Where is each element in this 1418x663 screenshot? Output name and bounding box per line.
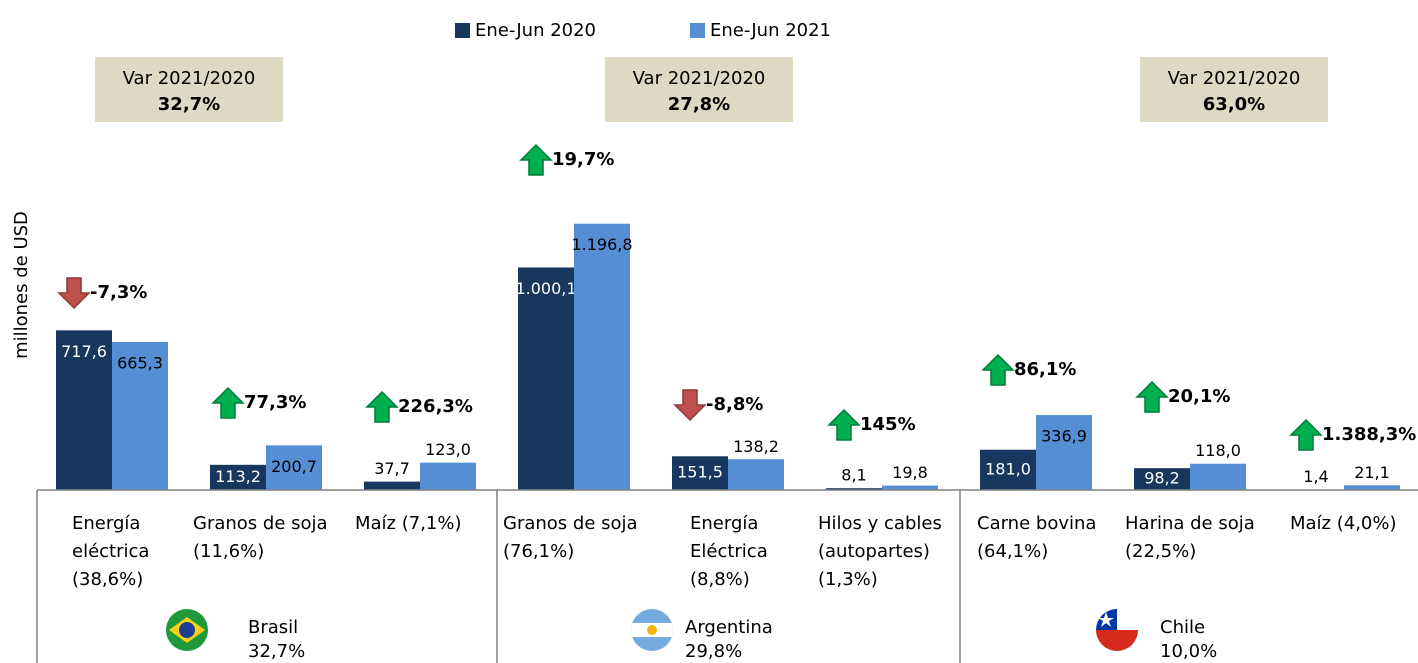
bar [1036,415,1092,490]
x-tick-label: (76,1%) [503,541,574,562]
change-arrow [57,277,91,310]
country-name: Brasil [248,617,298,638]
legend-label: Ene-Jun 2021 [710,20,831,41]
change-arrow [981,353,1015,386]
change-label: 226,3% [398,396,473,417]
bar [210,464,266,490]
change-arrow [519,143,553,176]
bar [980,449,1036,490]
value-label: 200,7 [271,457,317,476]
change-label: 77,3% [244,392,306,413]
change-label: 19,7% [552,149,614,170]
bar [1190,463,1246,490]
var-title: Var 2021/2020 [633,68,766,89]
bar [420,462,476,490]
x-tick-label: (22,5%) [1125,541,1196,562]
value-label: 21,1 [1354,463,1390,482]
var-value: 32,7% [158,94,220,115]
flag-chile [1096,609,1138,651]
x-tick-label: Maíz (7,1%) [355,513,462,534]
bar [826,488,882,490]
bar [364,481,420,490]
x-tick-label: Energía [690,513,758,534]
flag-argentina [631,609,673,651]
value-label: 1.000,1 [515,279,576,298]
x-tick-label: (64,1%) [977,541,1048,562]
value-label: 1,4 [1303,467,1328,486]
change-arrow [827,408,861,441]
x-tick-label: Granos de soja [193,513,328,534]
value-label: 138,2 [733,437,779,456]
x-tick-label: eléctrica [72,541,149,562]
flag-brasil [166,609,208,651]
country-name: Chile [1160,617,1205,638]
bar [672,456,728,490]
value-label: 181,0 [985,459,1031,478]
value-label: 151,5 [677,463,723,482]
value-label: 8,1 [841,466,866,485]
change-arrow [673,389,707,422]
value-label: 665,3 [117,353,163,372]
value-label: 98,2 [1144,469,1180,488]
legend-swatch [690,23,705,38]
value-label: 19,8 [892,463,928,482]
bar [56,330,112,490]
bar [728,459,784,490]
change-label: 145% [860,414,916,435]
value-label: 336,9 [1041,427,1087,446]
country-share: 10,0% [1160,641,1217,662]
change-arrow [1289,418,1323,451]
change-label: 86,1% [1014,359,1076,380]
x-tick-label: Carne bovina [977,513,1096,534]
legend-swatch [455,23,470,38]
x-tick-label: (11,6%) [193,541,264,562]
value-label: 1.196,8 [571,235,632,254]
change-label: 20,1% [1168,386,1230,407]
x-tick-label: (8,8%) [690,569,750,590]
x-tick-label: Maíz (4,0%) [1290,513,1397,534]
x-tick-label: (1,3%) [818,569,878,590]
bar [1344,485,1400,490]
legend-label: Ene-Jun 2020 [475,20,596,41]
var-box [1140,57,1328,122]
var-value: 27,8% [668,94,730,115]
change-arrow [365,390,399,423]
x-tick-label: Energía [72,513,140,534]
x-tick-label: Hilos y cables [818,513,942,534]
var-value: 63,0% [1203,94,1265,115]
x-tick-label: (autopartes) [818,541,930,562]
country-share: 32,7% [248,641,305,662]
change-label: -8,8% [706,394,763,415]
value-label: 113,2 [215,467,261,486]
x-tick-label: Harina de soja [1125,513,1255,534]
x-tick-label: (38,6%) [72,569,143,590]
value-label: 123,0 [425,440,471,459]
var-box [605,57,793,122]
var-title: Var 2021/2020 [1168,68,1301,89]
change-arrow [1135,380,1169,413]
value-label: 37,7 [374,459,410,478]
country-name: Argentina [685,617,773,638]
var-title: Var 2021/2020 [123,68,256,89]
bar [266,445,322,490]
change-label: -7,3% [90,282,147,303]
var-box [95,57,283,122]
x-tick-label: Eléctrica [690,541,768,562]
country-share: 29,8% [685,641,742,662]
y-axis-label: millones de USD [11,211,32,359]
value-label: 717,6 [61,342,107,361]
bar [112,341,168,490]
bar [882,485,938,490]
value-label: 118,0 [1195,441,1241,460]
change-arrow [211,386,245,419]
bar [574,223,630,490]
bar [1134,468,1190,490]
x-tick-label: Granos de soja [503,513,638,534]
bar [518,267,574,490]
change-label: 1.388,3% [1322,424,1416,445]
